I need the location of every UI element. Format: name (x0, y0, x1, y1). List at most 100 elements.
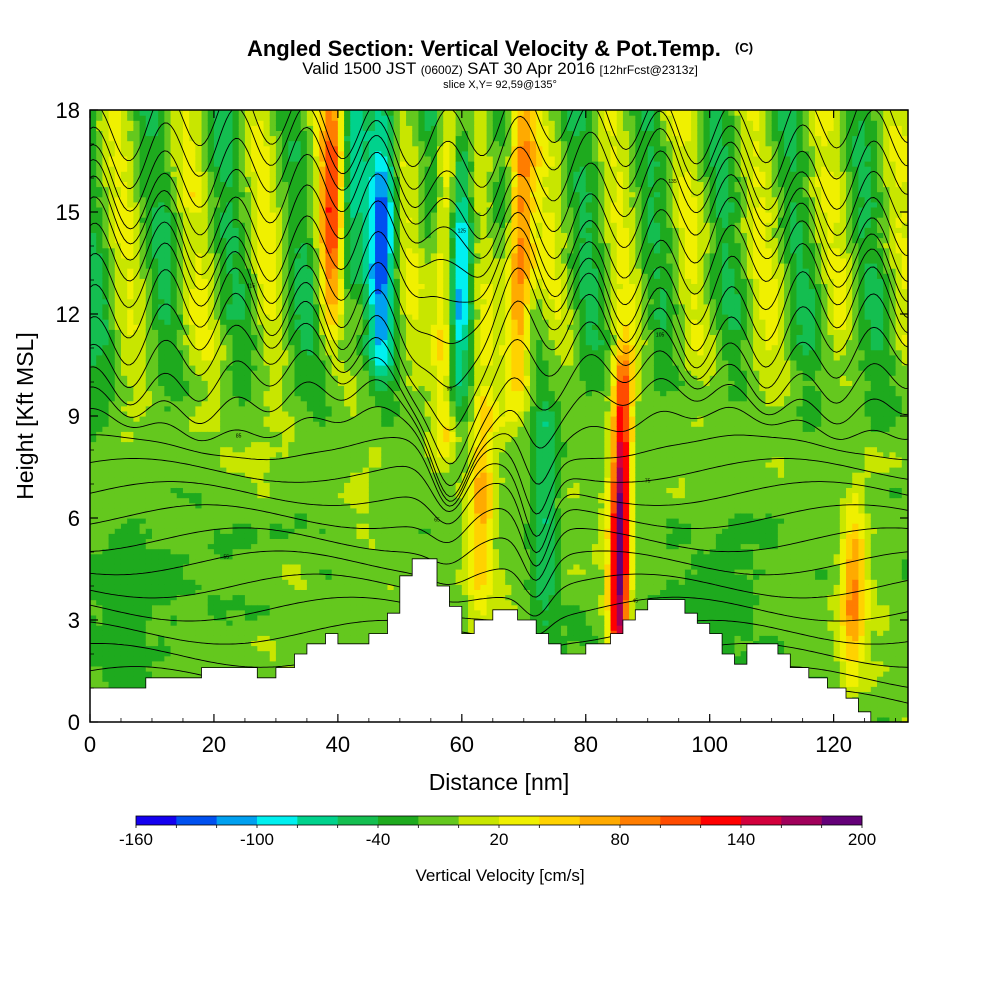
heatmap-cell (294, 594, 302, 601)
heatmap-cell (344, 502, 351, 509)
heatmap-cell (90, 161, 97, 167)
heatmap-cell (108, 115, 116, 121)
heatmap-cell (226, 135, 234, 142)
heatmap-cell (226, 472, 234, 478)
heatmap-cell (90, 436, 97, 443)
heatmap-cell (145, 538, 153, 545)
heatmap-cell (220, 548, 227, 555)
heatmap-cell (238, 212, 246, 218)
heatmap-cell (313, 609, 320, 616)
heatmap-cell (151, 558, 159, 565)
heatmap-cell (170, 380, 178, 386)
heatmap-cell (90, 446, 97, 453)
heatmap-cell (244, 217, 252, 223)
heatmap-cell (114, 344, 122, 351)
heatmap-cell (195, 339, 203, 346)
heatmap-cell (288, 232, 296, 239)
heatmap-cell (294, 120, 302, 126)
heatmap-cell (275, 186, 283, 193)
heatmap-cell (337, 574, 345, 580)
heatmap-cell (220, 365, 227, 371)
heatmap-cell (189, 273, 196, 279)
heatmap-cell (114, 135, 122, 142)
heatmap-cell (331, 614, 339, 621)
heatmap-cell (195, 206, 203, 213)
heatmap-cell (158, 400, 165, 407)
heatmap-cell (151, 563, 159, 570)
heatmap-cell (251, 451, 258, 458)
heatmap-cell (257, 594, 265, 601)
heatmap-cell (164, 507, 172, 514)
heatmap-cell (201, 110, 209, 116)
heatmap-cell (96, 186, 103, 193)
heatmap-cell (263, 217, 271, 223)
heatmap-cell (139, 645, 147, 652)
heatmap-cell (269, 176, 277, 182)
heatmap-cell (263, 212, 271, 218)
heatmap-cell (319, 370, 327, 376)
heatmap-cell (319, 416, 327, 422)
heatmap-cell (238, 461, 246, 468)
heatmap-cell (108, 477, 116, 483)
heatmap-cell (133, 405, 141, 412)
heatmap-cell (300, 247, 308, 254)
heatmap-cell (232, 115, 240, 121)
heatmap-cell (102, 553, 110, 560)
heatmap-cell (120, 604, 128, 611)
heatmap-cell (251, 308, 258, 315)
heatmap-cell (220, 212, 227, 218)
heatmap-cell (145, 171, 153, 177)
heatmap-cell (120, 171, 128, 177)
heatmap-cell (294, 487, 302, 494)
heatmap-cell (269, 497, 277, 504)
heatmap-cell (244, 518, 252, 524)
heatmap-cell (251, 257, 258, 264)
heatmap-cell (182, 227, 190, 233)
heatmap-cell (244, 620, 252, 626)
heatmap-cell (176, 385, 184, 392)
heatmap-cell (90, 329, 97, 335)
heatmap-cell (127, 263, 134, 269)
heatmap-cell (90, 614, 97, 621)
heatmap-cell (269, 660, 277, 667)
heatmap-cell (170, 482, 178, 488)
heatmap-cell (306, 487, 314, 494)
heatmap-cell (189, 461, 196, 468)
heatmap-cell (158, 487, 165, 494)
heatmap-cell (263, 298, 271, 305)
heatmap-cell (226, 543, 234, 550)
heatmap-cell (176, 604, 184, 611)
heatmap-cell (158, 201, 165, 208)
heatmap-cell (96, 293, 103, 300)
heatmap-cell (313, 589, 320, 596)
heatmap-cell (164, 130, 172, 137)
heatmap-cell (90, 451, 97, 458)
heatmap-cell (337, 431, 345, 437)
heatmap-cell (313, 502, 320, 509)
heatmap-cell (176, 395, 184, 402)
heatmap-cell (251, 446, 258, 453)
heatmap-cell (114, 354, 122, 361)
heatmap-cell (337, 303, 345, 310)
heatmap-cell (158, 196, 165, 203)
heatmap-cell (96, 487, 103, 494)
heatmap-cell (226, 385, 234, 392)
heatmap-cell (306, 528, 314, 534)
heatmap-cell (201, 472, 209, 478)
heatmap-cell (139, 436, 147, 443)
heatmap-cell (108, 273, 116, 279)
heatmap-cell (294, 625, 302, 631)
heatmap-cell (313, 456, 320, 463)
heatmap-cell (189, 171, 196, 177)
heatmap-cell (102, 130, 110, 137)
heatmap-cell (90, 528, 97, 534)
heatmap-cell (226, 395, 234, 402)
heatmap-cell (232, 528, 240, 534)
heatmap-cell (275, 467, 283, 473)
heatmap-cell (263, 538, 271, 545)
heatmap-cell (294, 477, 302, 483)
heatmap-cell (195, 161, 203, 167)
heatmap-cell (344, 344, 351, 351)
heatmap-cell (127, 405, 134, 412)
heatmap-cell (244, 344, 252, 351)
